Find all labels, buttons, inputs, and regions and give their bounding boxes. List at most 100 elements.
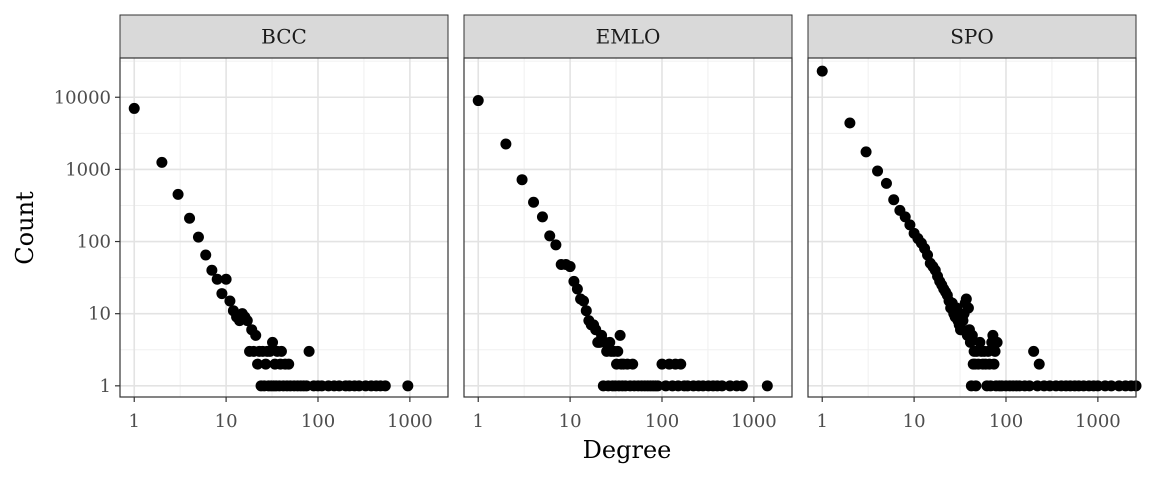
data-point — [1028, 345, 1040, 357]
y-axis-title: Count — [11, 191, 39, 265]
data-point — [267, 336, 279, 348]
data-point — [206, 264, 218, 276]
data-point — [962, 302, 974, 314]
axis-layer: Degree Count — [11, 191, 671, 464]
data-point — [904, 219, 916, 231]
strip-background — [807, 14, 1137, 59]
data-point — [1105, 380, 1117, 392]
x-tick-label: 100 — [301, 411, 335, 432]
data-point — [880, 177, 892, 189]
y-tick-label: 10000 — [54, 87, 111, 108]
data-point — [260, 358, 272, 370]
data-point — [252, 358, 264, 370]
x-tick-label: 100 — [645, 411, 679, 432]
panels-layer: BCC 1 10 100 1000 1 10 100 1000 10000 EMLO 1 10 100 10… — [54, 14, 1142, 432]
data-point — [172, 188, 184, 200]
panel-emlo: EMLO 1 10 100 1000 — [463, 14, 793, 432]
data-point — [872, 165, 884, 177]
x-tick-label: 1 — [129, 411, 140, 432]
panel-spo: SPO 1 10 100 1000 — [807, 14, 1142, 432]
data-point — [970, 380, 982, 392]
x-tick-label: 1 — [817, 411, 828, 432]
data-point — [899, 211, 911, 223]
data-point — [241, 315, 253, 327]
y-tick-label: 1 — [100, 376, 111, 397]
data-point — [536, 211, 548, 223]
data-point — [960, 293, 972, 305]
y-tick-label: 10 — [88, 304, 111, 325]
data-point — [675, 358, 687, 370]
data-point — [627, 358, 639, 370]
data-points — [472, 95, 773, 392]
data-point — [571, 283, 583, 295]
data-point — [275, 345, 287, 357]
plot-background — [464, 58, 792, 397]
data-points — [816, 65, 1142, 392]
panel-border — [119, 57, 449, 398]
panel-bcc: BCC 1 10 100 1000 1 10 100 1000 10000 — [54, 14, 449, 432]
data-point — [192, 231, 204, 243]
data-point — [1023, 380, 1035, 392]
data-point — [951, 302, 963, 314]
data-point — [184, 212, 196, 224]
data-point — [216, 288, 228, 300]
data-point — [736, 380, 748, 392]
panel-border — [463, 57, 793, 398]
data-point — [860, 146, 872, 158]
data-point — [652, 380, 664, 392]
x-tick-label: 10 — [903, 411, 926, 432]
data-point — [224, 295, 236, 307]
data-point — [379, 380, 391, 392]
strip-label: EMLO — [596, 25, 661, 49]
data-point — [250, 329, 262, 341]
strip-background — [119, 14, 449, 59]
x-tick-label: 100 — [989, 411, 1023, 432]
data-point — [989, 345, 1001, 357]
data-point — [888, 194, 900, 206]
data-point — [612, 345, 624, 357]
data-point — [604, 336, 616, 348]
x-tick-label: 1000 — [731, 411, 777, 432]
data-point — [1033, 358, 1045, 370]
x-tick-label: 1000 — [1075, 411, 1121, 432]
data-point — [500, 138, 512, 150]
x-axis-title: Degree — [583, 436, 672, 464]
data-point — [578, 295, 590, 307]
data-point — [761, 380, 773, 392]
strip-label: BCC — [261, 25, 307, 49]
data-point — [716, 380, 728, 392]
data-point — [200, 249, 212, 261]
x-tick-label: 10 — [559, 411, 582, 432]
data-point — [303, 345, 315, 357]
data-point — [550, 239, 562, 251]
data-point — [988, 358, 1000, 370]
panel-border — [807, 57, 1137, 398]
data-point — [614, 329, 626, 341]
data-point — [580, 305, 592, 317]
gridlines — [120, 58, 448, 397]
data-point — [966, 329, 978, 341]
data-point — [211, 273, 223, 285]
x-tick-label: 1 — [473, 411, 484, 432]
x-tick-label: 1000 — [387, 411, 433, 432]
data-point — [544, 230, 556, 242]
data-point — [816, 65, 828, 77]
data-point — [156, 156, 168, 168]
data-point — [516, 174, 528, 186]
data-point — [528, 196, 540, 208]
data-point — [220, 273, 232, 285]
data-point — [402, 380, 414, 392]
data-points — [128, 102, 414, 392]
data-point — [974, 336, 986, 348]
data-point — [844, 117, 856, 129]
data-point — [128, 102, 140, 114]
y-tick-label: 1000 — [65, 159, 111, 180]
strip-label: SPO — [950, 25, 994, 49]
x-tick-label: 10 — [215, 411, 238, 432]
data-point — [283, 358, 295, 370]
data-point — [564, 261, 576, 273]
y-tick-label: 100 — [77, 232, 111, 253]
plot-background — [120, 58, 448, 397]
